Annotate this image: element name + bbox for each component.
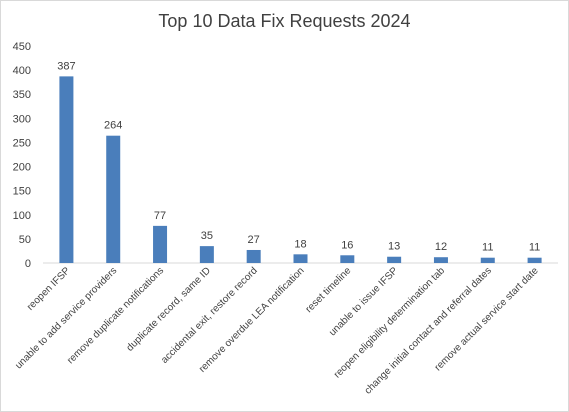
data-label: 11 (482, 242, 493, 254)
y-tick-label: 150 (13, 186, 31, 198)
data-label: 18 (294, 238, 306, 250)
category-label: remove duplicate notifications (65, 265, 166, 366)
y-tick-label: 100 (13, 210, 31, 222)
category-label: reset timeline (304, 265, 354, 315)
data-label: 35 (201, 230, 213, 242)
bar (527, 257, 542, 263)
y-tick-label: 450 (13, 41, 31, 53)
data-label: 27 (248, 234, 260, 246)
category-label: accidental exit, restore record (159, 265, 260, 366)
data-label: 264 (104, 120, 122, 132)
bar (246, 249, 261, 263)
y-tick-label: 200 (13, 162, 31, 174)
y-tick-label: 50 (19, 234, 31, 246)
category-label: duplicate record, same ID (125, 265, 213, 353)
bars (59, 76, 542, 263)
y-tick-label: 250 (13, 137, 31, 149)
data-label: 12 (435, 241, 447, 253)
category-label: unable to add service providers (13, 265, 119, 371)
data-label: 77 (154, 210, 166, 222)
y-axis-ticks: 0 50 100 150 200 250 300 350 400 450 (13, 41, 31, 270)
y-tick-label: 0 (25, 258, 31, 270)
category-label: reopen IFSP (25, 265, 73, 313)
category-label: remove overdue LEA notification (197, 265, 307, 375)
y-tick-label: 350 (13, 89, 31, 101)
y-tick-label: 400 (13, 65, 31, 77)
data-label: 13 (388, 241, 400, 253)
bar (153, 225, 168, 263)
data-label: 11 (529, 242, 540, 254)
data-label: 387 (57, 60, 75, 72)
bar (340, 255, 355, 263)
bar (59, 76, 74, 263)
bar (480, 257, 495, 263)
category-label: remove actual service start date (433, 265, 541, 373)
bar (106, 135, 121, 263)
chart-title: Top 10 Data Fix Requests 2024 (158, 11, 411, 31)
data-labels: 387 264 77 35 27 18 16 13 12 11 11 (57, 60, 540, 253)
bar (387, 256, 402, 263)
data-label: 16 (341, 239, 353, 251)
y-tick-label: 300 (13, 113, 31, 125)
bar (199, 246, 214, 263)
bar (433, 257, 448, 263)
bar (293, 254, 308, 263)
